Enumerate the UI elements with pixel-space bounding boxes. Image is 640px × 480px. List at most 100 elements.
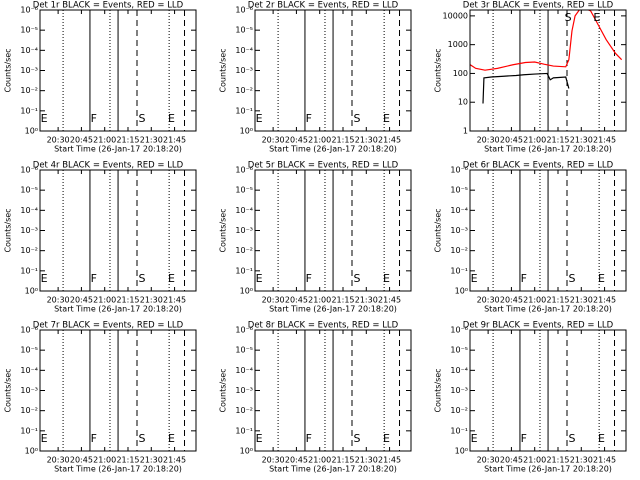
annotation: F	[91, 272, 97, 285]
annotation: E	[168, 432, 175, 445]
panel: Det 3r BLACK = Events, RED = LLD Counts/s…	[434, 1, 627, 154]
x-tick-label: 20:30	[47, 136, 70, 145]
annotation: E	[256, 272, 263, 285]
annotation: E	[471, 272, 478, 285]
x-tick-label: 21:15	[546, 456, 569, 465]
y-tick-label: 10⁻⁵	[235, 186, 253, 195]
x-tick-label: 21:45	[163, 136, 186, 145]
x-tick-label: 21:30	[570, 456, 593, 465]
y-axis-label: Counts/sec	[219, 368, 228, 412]
annotation: E	[41, 432, 48, 445]
annotation: E	[383, 272, 390, 285]
x-axis-label: Start Time (26-Jan-17 20:18:20)	[484, 305, 612, 314]
y-tick-label: 10⁻⁵	[20, 186, 38, 195]
chart-title: Det 7r BLACK = Events, RED = LLD	[33, 321, 184, 331]
x-axis-label: Start Time (26-Jan-17 20:18:20)	[269, 465, 397, 474]
y-tick-label: 10⁻⁶	[235, 166, 253, 175]
x-tick-label: 21:30	[140, 136, 163, 145]
x-axis-label: Start Time (26-Jan-17 20:18:20)	[54, 465, 182, 474]
annotation: S	[568, 432, 575, 445]
y-tick-label: 10⁻³	[20, 66, 38, 75]
y-tick-label: 10⁻⁵	[450, 346, 468, 355]
x-axis-label: Start Time (26-Jan-17 20:18:20)	[269, 305, 397, 314]
y-tick-label: 10	[458, 98, 468, 107]
x-axis-label: Start Time (26-Jan-17 20:18:20)	[54, 305, 182, 314]
x-tick-label: 20:30	[477, 136, 500, 145]
y-tick-label: 10⁻¹	[20, 426, 38, 435]
x-tick-label: 21:00	[93, 136, 116, 145]
annotation: E	[256, 112, 263, 125]
annotation: E	[41, 112, 48, 125]
y-tick-label: 10⁻⁴	[450, 366, 468, 375]
annotation: F	[306, 432, 312, 445]
chart-title: Det 4r BLACK = Events, RED = LLD	[33, 161, 184, 171]
y-tick-label: 10⁻⁶	[235, 326, 253, 335]
y-tick-label: 10⁻³	[450, 226, 468, 235]
chart-title: Det 5r BLACK = Events, RED = LLD	[248, 161, 399, 171]
chart-title: Det 1r BLACK = Events, RED = LLD	[33, 1, 184, 11]
y-tick-label: 10⁻⁵	[20, 26, 38, 35]
x-tick-label: 20:45	[285, 296, 308, 305]
panel: Det 5r BLACK = Events, RED = LLD Counts/s…	[219, 161, 412, 314]
y-tick-label: 10⁻²	[235, 86, 253, 95]
y-tick-label: 10⁻⁶	[235, 6, 253, 15]
annotation: E	[593, 11, 600, 24]
chart-title: Det 8r BLACK = Events, RED = LLD	[248, 321, 399, 331]
x-tick-label: 21:00	[523, 296, 546, 305]
x-tick-label: 21:15	[546, 136, 569, 145]
x-tick-label: 21:30	[140, 456, 163, 465]
y-tick-label: 10⁰	[455, 447, 468, 456]
annotation: E	[598, 272, 605, 285]
x-tick-label: 21:00	[308, 136, 331, 145]
annotation: S	[353, 112, 360, 125]
plot-frame	[39, 169, 197, 292]
x-axis-label: Start Time (26-Jan-17 20:18:20)	[269, 145, 397, 154]
y-tick-label: 10⁻⁶	[20, 326, 38, 335]
panel: Det 1r BLACK = Events, RED = LLD Counts/s…	[4, 1, 197, 154]
y-axis-label: Counts/sec	[434, 208, 443, 252]
x-tick-label: 21:15	[546, 296, 569, 305]
annotation: F	[91, 112, 97, 125]
x-tick-label: 20:30	[262, 296, 285, 305]
y-tick-label: 10⁻⁴	[235, 206, 253, 215]
y-tick-label: 10⁻⁶	[450, 166, 468, 175]
y-tick-label: 10⁻⁴	[450, 206, 468, 215]
y-tick-label: 10⁻²	[235, 406, 253, 415]
panel: Det 2r BLACK = Events, RED = LLD Counts/s…	[219, 1, 412, 154]
plot-frame	[254, 169, 412, 292]
annotation: E	[256, 432, 263, 445]
x-tick-label: 21:15	[116, 456, 139, 465]
x-tick-label: 21:15	[331, 456, 354, 465]
y-tick-label: 10⁻⁴	[20, 46, 38, 55]
panel: Det 9r BLACK = Events, RED = LLD Counts/s…	[434, 321, 627, 474]
x-tick-label: 20:45	[70, 456, 93, 465]
x-tick-label: 21:30	[140, 296, 163, 305]
x-tick-label: 20:45	[285, 136, 308, 145]
annotation: S	[353, 272, 360, 285]
x-tick-label: 21:30	[355, 136, 378, 145]
plot-frame	[469, 169, 627, 292]
y-tick-label: 10⁻²	[20, 246, 38, 255]
x-tick-label: 21:00	[523, 136, 546, 145]
x-tick-label: 21:30	[355, 296, 378, 305]
y-tick-label: 10⁰	[240, 127, 253, 136]
panel: Det 6r BLACK = Events, RED = LLD Counts/s…	[434, 161, 627, 314]
y-tick-label: 10⁻⁴	[20, 366, 38, 375]
x-tick-label: 21:00	[308, 456, 331, 465]
annotation: E	[383, 432, 390, 445]
y-tick-label: 10⁻⁴	[235, 366, 253, 375]
x-tick-label: 21:15	[331, 136, 354, 145]
panel: Det 4r BLACK = Events, RED = LLD Counts/s…	[4, 161, 197, 314]
plot-frame	[254, 9, 412, 132]
annotation: S	[138, 112, 145, 125]
series-line	[482, 72, 570, 104]
annotation: E	[383, 112, 390, 125]
annotation: F	[306, 272, 312, 285]
annotation: E	[598, 432, 605, 445]
y-tick-label: 10000	[443, 11, 468, 20]
x-tick-label: 21:15	[331, 296, 354, 305]
y-tick-label: 10⁻³	[235, 66, 253, 75]
x-tick-label: 21:45	[593, 456, 616, 465]
y-tick-label: 10⁻³	[235, 226, 253, 235]
x-tick-label: 20:45	[285, 456, 308, 465]
